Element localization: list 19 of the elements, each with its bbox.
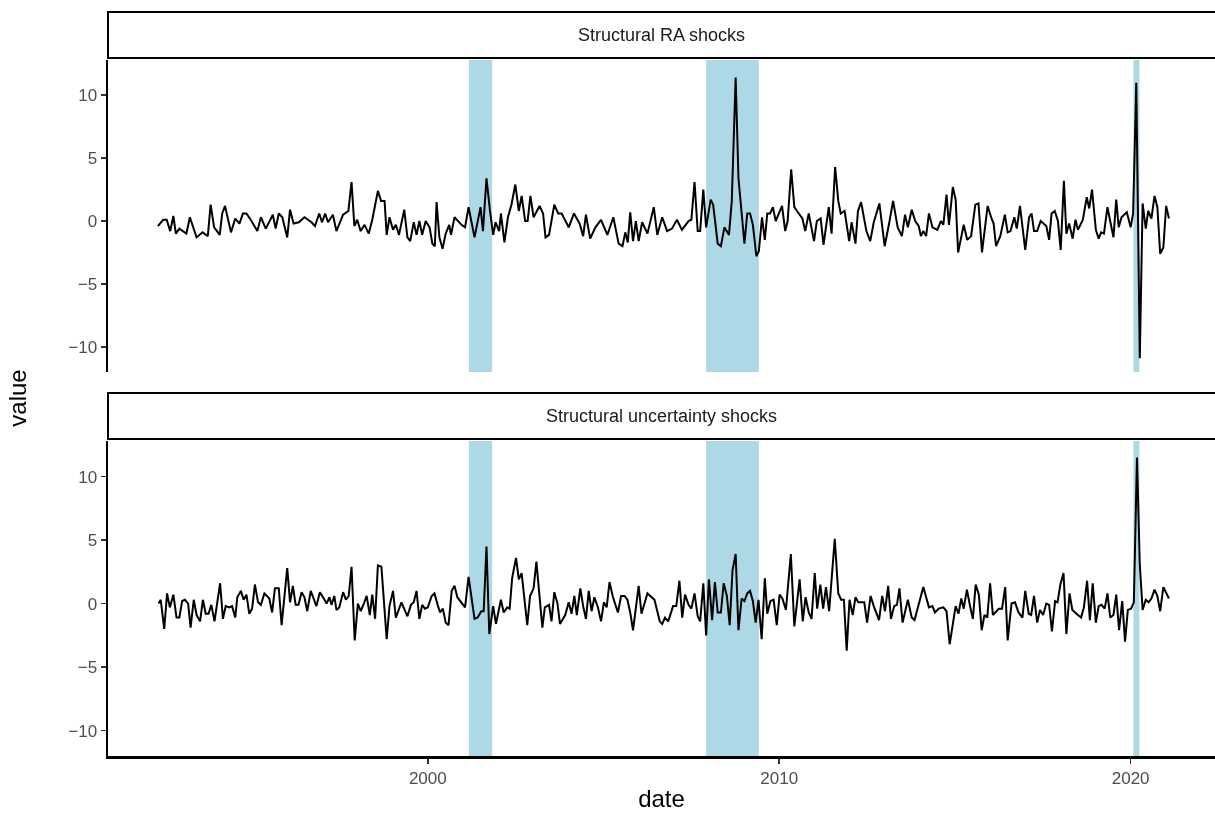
y-tick-label: 10: [78, 467, 98, 487]
y-tick-label: 0: [87, 211, 98, 231]
y-tick-label: −10: [68, 721, 98, 741]
line-series: [157, 456, 1170, 652]
y-tick-label: −5: [77, 274, 98, 294]
y-tick-label: 5: [87, 149, 98, 169]
x-tick-label: 2000: [408, 768, 447, 788]
y-tick-label: −5: [77, 658, 98, 678]
y-axis-title: value: [4, 369, 32, 427]
chart-title: Structural RA shocks: [578, 25, 746, 45]
line-series: [156, 76, 1170, 360]
x-axis-title: date: [638, 785, 685, 813]
y-tick-label: 0: [87, 594, 98, 614]
x-tick-label: 2010: [760, 768, 799, 788]
chart-title: Structural uncertainty shocks: [546, 406, 778, 426]
y-tick-label: 10: [78, 86, 98, 106]
y-tick-label: −10: [68, 337, 98, 357]
y-tick-label: 5: [87, 531, 98, 551]
x-tick-label: 2020: [1111, 768, 1150, 788]
